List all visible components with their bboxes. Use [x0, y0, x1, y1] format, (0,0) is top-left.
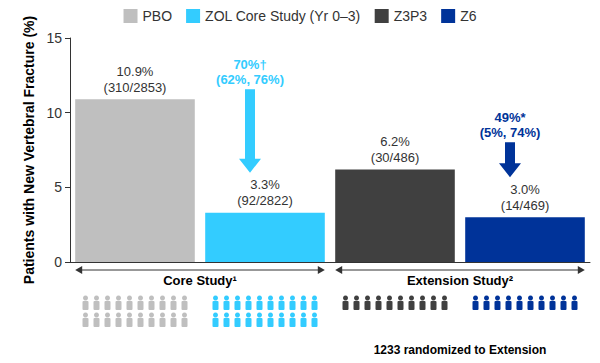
svg-text:3.3%: 3.3% [250, 177, 280, 192]
svg-text:Z6: Z6 [460, 8, 477, 24]
svg-text:(14/469): (14/469) [501, 198, 549, 213]
svg-text:49%*: 49%* [494, 110, 526, 125]
svg-text:Extension Study²: Extension Study² [407, 273, 514, 288]
svg-text:Z3P3: Z3P3 [394, 8, 428, 24]
svg-text:(310/2853): (310/2853) [104, 80, 167, 95]
svg-text:0: 0 [54, 254, 62, 270]
svg-text:5: 5 [54, 179, 62, 195]
svg-text:6.2%: 6.2% [380, 134, 410, 149]
svg-text:(30/486): (30/486) [371, 150, 419, 165]
svg-text:10: 10 [46, 105, 62, 121]
svg-text:1233 randomized to Extension: 1233 randomized to Extension [374, 343, 547, 357]
svg-text:(62%, 76%): (62%, 76%) [216, 72, 284, 87]
svg-text:(92/2822): (92/2822) [237, 193, 293, 208]
svg-text:(5%, 74%): (5%, 74%) [480, 125, 541, 140]
svg-text:Patients with New Vertebral Fr: Patients with New Vertebral Fracture (%) [21, 16, 37, 284]
svg-text:PBO: PBO [143, 8, 173, 24]
svg-text:10.9%: 10.9% [117, 64, 154, 79]
svg-text:70%†: 70%† [233, 57, 266, 72]
svg-text:3.0%: 3.0% [510, 182, 540, 197]
svg-text:ZOL Core Study (Yr 0–3): ZOL Core Study (Yr 0–3) [205, 8, 360, 24]
svg-text:Core Study¹: Core Study¹ [163, 273, 237, 288]
svg-text:15: 15 [46, 30, 62, 46]
